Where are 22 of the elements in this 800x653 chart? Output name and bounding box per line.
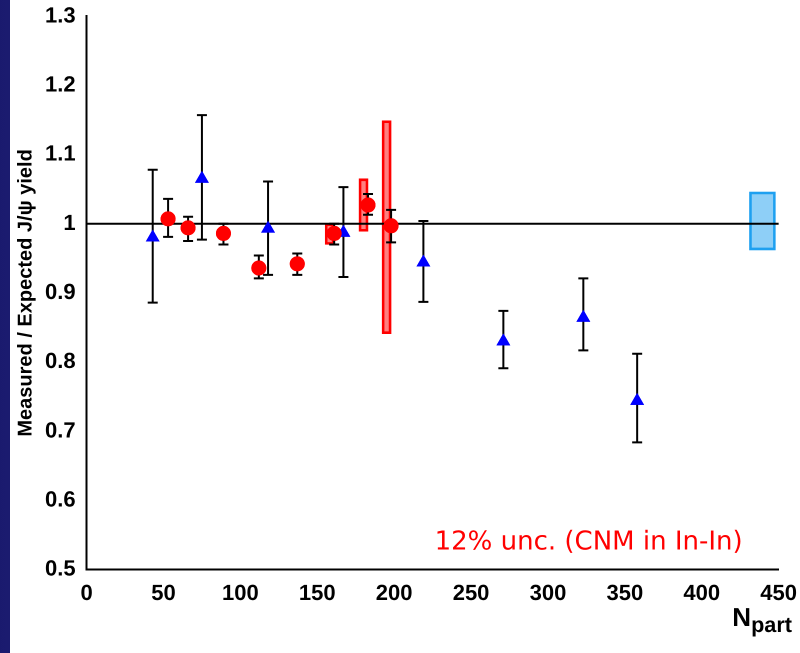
- x-tick-label: 200: [376, 580, 413, 605]
- x-tick-label: 50: [151, 580, 176, 605]
- y-tick-label: 1.3: [44, 2, 76, 28]
- x-tick-label: 300: [530, 580, 566, 605]
- y-tick-label: 0.8: [44, 348, 76, 374]
- y-tick-label: 0.6: [44, 486, 76, 512]
- y-axis-title: Measured / Expected J/ψ yield: [14, 149, 37, 437]
- x-tick-label: 100: [222, 580, 259, 605]
- x-tick-label: 250: [452, 580, 490, 605]
- annotation: 12% unc. (CNM in In-In): [434, 526, 743, 556]
- y-tick-label: 1.1: [44, 140, 76, 166]
- y-tick-label: 1.2: [44, 71, 76, 96]
- x-axis-title: N$_{part}$: [732, 602, 792, 638]
- y-tick-label: 1: [63, 210, 76, 235]
- x-tick-label: 400: [683, 580, 720, 605]
- y-tick-label: 0.9: [44, 278, 76, 304]
- x-tick-label: 0: [80, 580, 93, 605]
- y-tick-label: 0.5: [44, 556, 76, 581]
- x-tick-label: 450: [760, 580, 798, 605]
- x-tick-label: 350: [606, 580, 644, 605]
- x-tick-label: 150: [298, 580, 336, 605]
- y-tick-label: 0.7: [44, 417, 76, 442]
